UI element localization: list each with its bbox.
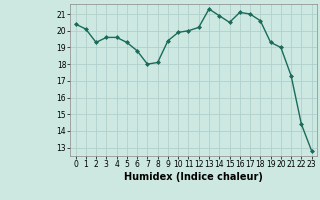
X-axis label: Humidex (Indice chaleur): Humidex (Indice chaleur)	[124, 172, 263, 182]
